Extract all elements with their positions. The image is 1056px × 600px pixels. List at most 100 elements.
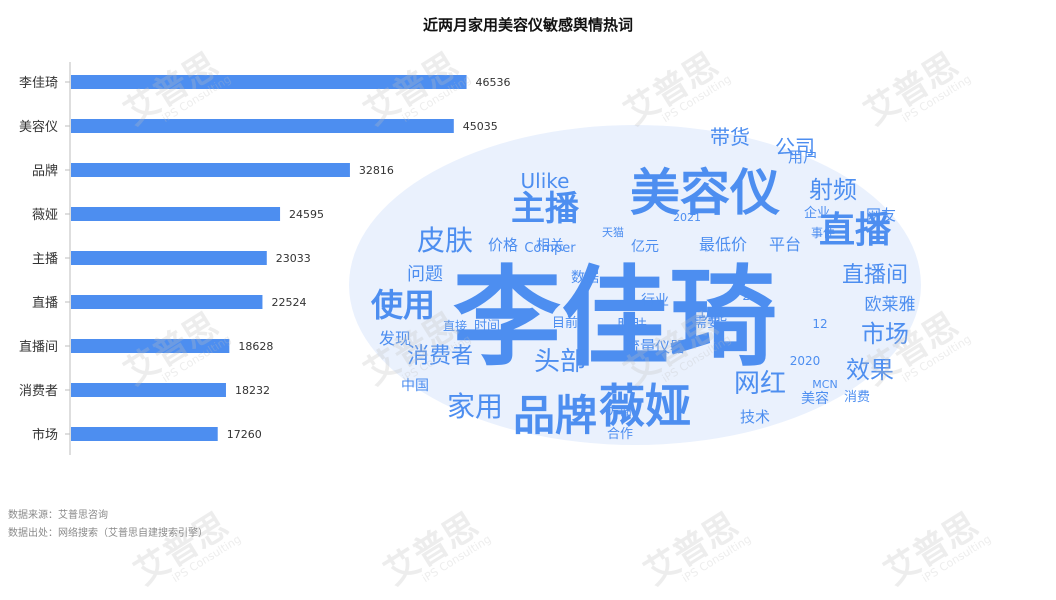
value-label: 17260 — [227, 428, 262, 441]
cloud-word: 2021 — [673, 211, 701, 224]
watermark-brand: 艾普思 — [637, 505, 746, 594]
category-label: 主播 — [32, 252, 58, 267]
cloud-word: 美容 — [801, 390, 829, 407]
value-label: 18232 — [235, 384, 270, 397]
bar-chart: 李佳琦 46536 美容仪 45035 品牌 32816 薇娅 24595 主播 23033 直播 2… — [19, 62, 511, 455]
bar — [71, 427, 218, 441]
cloud-word: 数据 — [571, 270, 599, 286]
cloud-word: 公司 — [775, 135, 815, 159]
cloud-word: 平台 — [769, 235, 801, 254]
watermark-brand: 艾普思 — [377, 505, 486, 594]
cloud-word: 价格 — [488, 236, 518, 254]
cloud-word: 薇娅 — [599, 379, 691, 433]
cloud-word: 头部 — [534, 347, 586, 377]
watermark-sub: iPS Consulting — [899, 72, 974, 126]
watermark: 艾普思 iPS Consulting — [633, 496, 754, 600]
cloud-word: 20 — [742, 289, 757, 303]
cloud-word: 需要 — [693, 315, 721, 331]
cloud-word: 直播 — [819, 210, 892, 251]
cloud-word: 方面 — [608, 403, 632, 418]
cloud-word: 相关 — [536, 238, 564, 254]
cloud-word: 中国 — [401, 378, 429, 394]
cloud-word: 市场 — [861, 320, 909, 348]
cloud-word: 直接 — [443, 318, 467, 333]
watermark-sub: iPS Consulting — [419, 532, 494, 586]
value-label: 45035 — [463, 120, 498, 133]
cloud-word: 使用 — [370, 286, 435, 324]
category-label: 美容仪 — [19, 119, 58, 135]
category-label: 李佳琦 — [19, 76, 58, 91]
cloud-word: 美容仪 — [630, 164, 780, 222]
source-origin-note: 数据出处：网络搜索（艾普思自建搜索引擎） — [8, 528, 208, 539]
category-label: 直播 — [32, 296, 58, 311]
cloud-word: 天猫 — [602, 226, 624, 239]
cloud-word: 企业 — [804, 205, 830, 221]
value-label: 32816 — [359, 164, 394, 177]
cloud-word: 主播 — [511, 189, 580, 229]
bar — [71, 339, 230, 353]
cloud-word: 时间 — [474, 319, 500, 334]
cloud-word: 技术 — [740, 408, 770, 426]
cloud-word: 功能 — [699, 308, 727, 324]
bar — [71, 207, 281, 221]
bar — [71, 295, 263, 309]
chart-title: 近两月家用美容仪敏感舆情热词 — [422, 16, 633, 34]
cloud-word: 仪器 — [655, 338, 685, 356]
cloud-word: 用户 — [788, 148, 818, 166]
cloud-word: Comper — [524, 241, 576, 256]
watermark-sub: iPS Consulting — [679, 532, 754, 586]
bar — [71, 119, 454, 133]
cloud-word: 李佳琦 — [453, 256, 777, 381]
cloud-word: 亿元 — [631, 239, 659, 255]
value-label: 22524 — [271, 296, 306, 309]
category-label: 品牌 — [32, 163, 58, 179]
source-note: 数据来源：艾普思咨询 — [8, 510, 108, 521]
cloud-word: 事件 — [811, 226, 835, 240]
cloud-word: 网红 — [734, 369, 786, 399]
category-label: 消费者 — [19, 384, 58, 399]
cloud-word: 消费 — [844, 390, 870, 405]
category-label: 市场 — [32, 427, 58, 443]
cloud-word: 问题 — [407, 264, 443, 285]
cloud-word: Ulike — [521, 169, 570, 193]
cloud-word: 发现 — [379, 329, 411, 348]
cloud-word: 肌肤 — [617, 316, 647, 334]
watermark-sub: iPS Consulting — [919, 532, 994, 586]
cloud-word: 网友 — [866, 206, 896, 224]
cloud-word: 消费者 — [407, 344, 473, 369]
category-label: 薇娅 — [32, 208, 58, 223]
category-label: 直播间 — [19, 340, 58, 355]
cloud-word: 最低价 — [699, 235, 747, 254]
cloud-word: 直播间 — [842, 263, 908, 288]
cloud-word: 品牌 — [513, 391, 597, 440]
value-label: 46536 — [476, 76, 511, 89]
watermark: 艾普思 iPS Consulting — [373, 496, 494, 600]
bar — [71, 251, 267, 265]
cloud-word: 射频 — [809, 176, 857, 204]
bar — [71, 75, 467, 89]
cloud-word: 2020 — [790, 354, 821, 368]
cloud-word: 12 — [812, 317, 827, 331]
cloud-word: 合作 — [607, 427, 633, 442]
cloud-word: 欧莱雅 — [865, 295, 916, 315]
value-label: 23033 — [276, 252, 311, 265]
value-label: 24595 — [289, 208, 324, 221]
bar — [71, 383, 226, 397]
cloud-word: 目前 — [552, 315, 578, 331]
value-label: 18628 — [238, 340, 273, 353]
cloud-word: 家用 — [447, 390, 503, 423]
watermark: 艾普思 iPS Consulting — [123, 496, 244, 600]
cloud-background — [349, 125, 921, 445]
watermark-brand: 艾普思 — [877, 505, 986, 594]
watermark-sub: iPS Consulting — [169, 532, 244, 586]
cloud-word: 带货 — [710, 125, 750, 149]
cloud-word: 流量 — [624, 337, 656, 356]
bar — [71, 163, 350, 177]
cloud-word: 行业 — [641, 293, 669, 309]
watermark-sub: iPS Consulting — [659, 72, 734, 126]
cloud-word: 皮肤 — [417, 224, 473, 257]
watermark: 艾普思 iPS Consulting — [873, 496, 994, 600]
cloud-word: MCN — [812, 378, 837, 391]
cloud-word: 效果 — [846, 356, 894, 384]
